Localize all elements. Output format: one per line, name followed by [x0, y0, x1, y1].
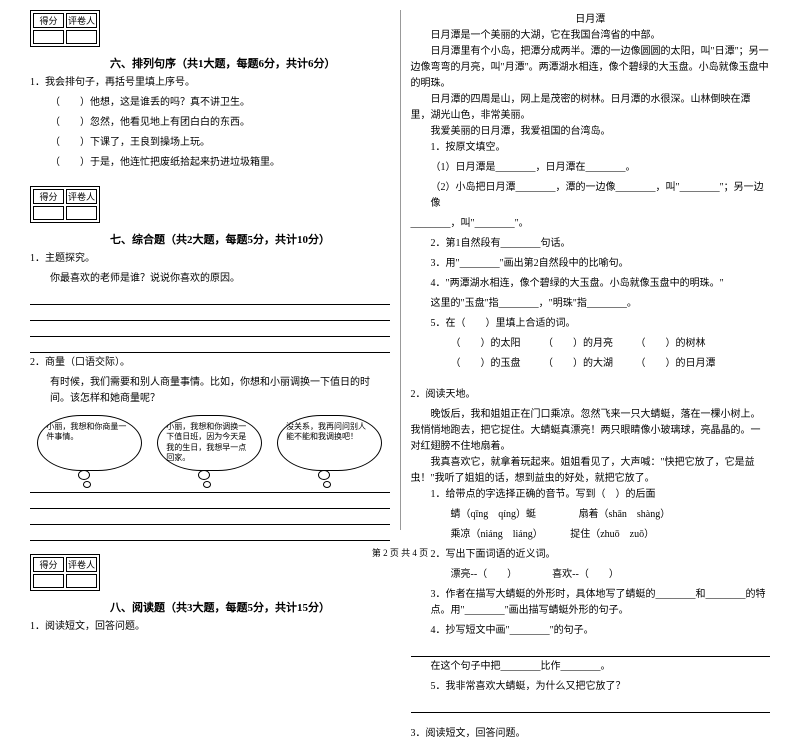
answer-line	[30, 527, 390, 541]
part2-p2: 我真喜欢它，就拿着玩起来。姐姐看见了，大声喊："快把它放了，它是益虫！"我听了姐…	[411, 455, 771, 487]
p2q4-head: 4．抄写短文中画"________"的句子。	[411, 623, 771, 639]
rq1-head: 1．按原文填空。	[411, 140, 771, 156]
bubble-2: 小丽，我想和你调换一下值日班，因为今天是我的生日，我想早一点回家。	[157, 415, 262, 471]
q6-1: 1．我会排句子，再括号里填上序号。	[30, 75, 390, 91]
rq2: 2．第1自然段有________句话。	[411, 236, 771, 252]
answer-line	[411, 699, 771, 713]
score-box-6: 得分评卷人	[30, 10, 100, 47]
para: 日月潭的四周是山，网上是茂密的树林。日月潭的水很深。山林倒映在潭里，湖光山色，非…	[411, 92, 771, 124]
answer-line	[30, 339, 390, 353]
part2-head: 2．阅读天地。	[411, 387, 771, 403]
rq1-l2a: （2）小岛把日月潭________，潭的一边像________，叫"______…	[411, 180, 771, 212]
left-column: 得分评卷人 六、排列句序（共1大题，每题6分，共计6分） 1．我会排句子，再括号…	[20, 10, 400, 540]
rq5-row: （ ）的玉盘 （ ）的大湖 （ ）的日月潭	[411, 356, 771, 372]
speech-bubbles: 小丽，我想和你商量一件事情。 小丽，我想和你调换一下值日班，因为今天是我的生日，…	[30, 415, 390, 471]
q6-item: （ ）下课了，王良到操场上玩。	[30, 135, 390, 151]
grader-label: 评卷人	[66, 13, 97, 28]
q6-item: （ ）于是，他连忙把废纸拾起来扔进垃圾箱里。	[30, 155, 390, 171]
q6-item: （ ）他想，这是谁丢的吗？真不讲卫生。	[30, 95, 390, 111]
p2q2-line: 漂亮--（ ） 喜欢--（ ）	[411, 567, 771, 583]
answer-line	[30, 323, 390, 337]
para: 日月潭里有个小岛，把潭分成两半。潭的一边像圆圆的太阳，叫"日潭"；另一边像弯弯的…	[411, 44, 771, 92]
p2q1-head: 1．给带点的字选择正确的音节。写到（ ）的后面	[411, 487, 771, 503]
q8-1: 1．阅读短文，回答问题。	[30, 619, 390, 635]
p2q1-row: 蜻（qīng qíng）蜓 扇着（shān shàng）	[411, 507, 771, 523]
answer-line	[411, 643, 771, 657]
section-7-title: 七、综合题（共2大题，每题5分，共计10分）	[110, 231, 390, 247]
score-box-7: 得分评卷人	[30, 186, 100, 223]
p2q1-row: 乘凉（niáng liáng） 捉住（zhuō zuō）	[411, 527, 771, 543]
p2q4-line2: 在这个句子中把________比作________。	[411, 659, 771, 675]
bubble-3: 没关系，我再问问别人能不能和我调换吧！	[277, 415, 382, 471]
rq4-line: 这里的"玉盘"指________，"明珠"指________。	[411, 296, 771, 312]
part2-p1: 晚饭后，我和姐姐正在门口乘凉。忽然飞来一只大蜻蜓，落在一棵小树上。我悄悄地跑去，…	[411, 407, 771, 455]
rq1-l2b: ________，叫"________"。	[411, 216, 771, 232]
page-container: 得分评卷人 六、排列句序（共1大题，每题6分，共计6分） 1．我会排句子，再括号…	[0, 0, 800, 540]
score-box-8: 得分评卷人	[30, 554, 100, 591]
right-column: 日月潭 日月潭是一个美丽的大湖，它在我国台湾省的中部。 日月潭里有个小岛，把潭分…	[401, 10, 781, 540]
page-footer: 第 2 页 共 4 页	[0, 546, 800, 559]
rq3: 3．用"________"画出第2自然段中的比喻句。	[411, 256, 771, 272]
answer-line	[30, 495, 390, 509]
q7-2-title: 2．商量（口语交际）。	[30, 355, 390, 371]
section-6-title: 六、排列句序（共1大题，每题6分，共计6分）	[110, 55, 390, 71]
section-8-title: 八、阅读题（共3大题，每题5分，共计15分）	[110, 599, 390, 615]
score-label: 得分	[33, 13, 64, 28]
para: 我爱美丽的日月潭，我爱祖国的台湾岛。	[411, 124, 771, 140]
passage-title: 日月潭	[411, 10, 771, 25]
p2q3: 3．作者在描写大蜻蜓的外形时，具体地写了蜻蜓的________和________…	[411, 587, 771, 619]
q7-1-text: 你最喜欢的老师是谁？说说你喜欢的原因。	[30, 271, 390, 287]
bubble-1: 小丽，我想和你商量一件事情。	[37, 415, 142, 471]
q7-1-title: 1．主题探究。	[30, 251, 390, 267]
answer-line	[30, 307, 390, 321]
q7-2-text: 有时候，我们需要和别人商量事情。比如，你想和小丽调换一下值日的时间。该怎样和她商…	[30, 375, 390, 407]
rq5-row: （ ）的太阳 （ ）的月亮 （ ）的树林	[411, 336, 771, 352]
q6-item: （ ）忽然，他看见地上有团白白的东西。	[30, 115, 390, 131]
rq4-head: 4．"两潭湖水相连，像个碧绿的大玉盘。小岛就像玉盘中的明珠。"	[411, 276, 771, 292]
p2q5: 5．我非常喜欢大蜻蜓，为什么又把它放了？	[411, 679, 771, 695]
part3: 3．阅读短文，回答问题。	[411, 726, 771, 742]
answer-line	[30, 291, 390, 305]
para: 日月潭是一个美丽的大湖，它在我国台湾省的中部。	[411, 28, 771, 44]
answer-line	[30, 511, 390, 525]
rq5-head: 5．在（ ）里填上合适的词。	[411, 316, 771, 332]
rq1-l1: （1）日月潭是________，日月潭在________。	[411, 160, 771, 176]
